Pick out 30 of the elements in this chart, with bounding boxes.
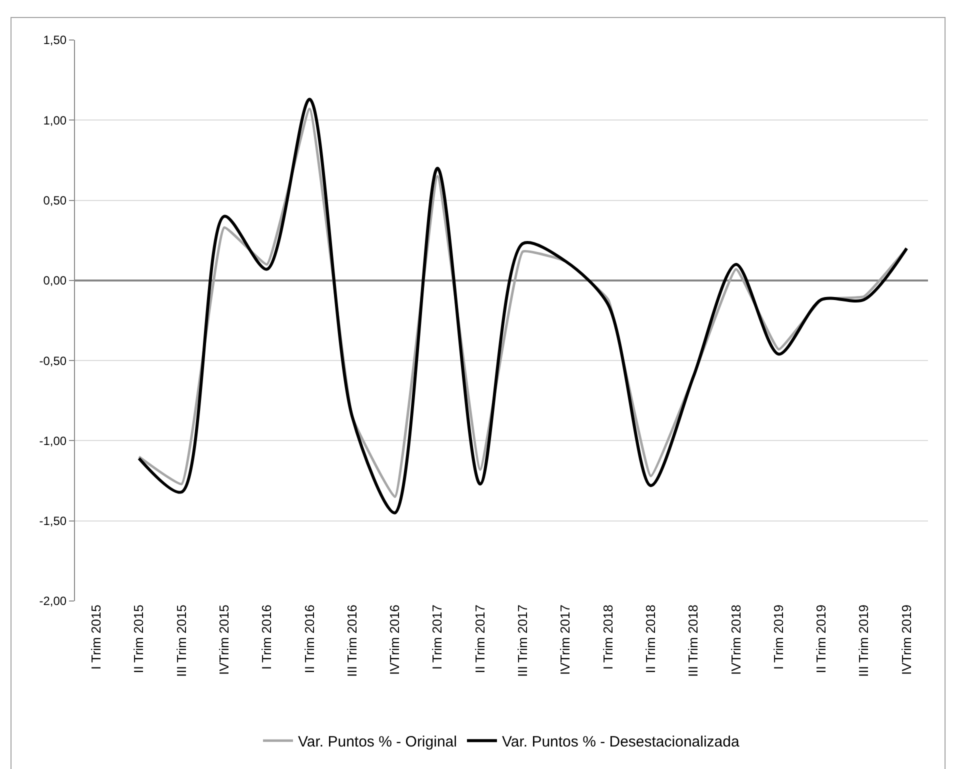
x-tick-label: IVTrim 2019: [898, 604, 914, 675]
y-tick-label: 0,00: [43, 274, 67, 288]
x-tick-label: IVTrim 2015: [216, 604, 232, 675]
x-tick-label: III Trim 2019: [856, 604, 872, 677]
y-tick-label: -1,00: [39, 434, 67, 448]
x-tick-label: II Trim 2017: [472, 604, 488, 674]
y-tick-label: 0,50: [43, 193, 67, 208]
x-tick-label: II Trim 2018: [643, 604, 658, 674]
x-tick-label: II Trim 2019: [814, 604, 829, 674]
y-tick-label: -1,50: [39, 514, 67, 528]
x-tick-label: III Trim 2018: [686, 604, 701, 677]
y-tick-label: -0,50: [39, 354, 67, 368]
x-tick-label: I Trim 2019: [770, 604, 786, 670]
y-tick-label: 1,00: [43, 113, 67, 128]
x-tick-label: II Trim 2015: [131, 604, 146, 674]
y-tick-label: -2,00: [39, 594, 67, 608]
x-tick-label: IVTrim 2017: [558, 604, 573, 675]
x-tick-label: I Trim 2015: [88, 604, 104, 670]
x-tick-label: III Trim 2015: [174, 604, 189, 677]
x-tick-label: III Trim 2017: [515, 604, 530, 677]
x-tick-label: I Trim 2018: [600, 604, 616, 670]
legend-label: Var. Puntos % - Original: [298, 734, 457, 751]
x-tick-label: I Trim 2016: [259, 604, 274, 670]
x-tick-label: I Trim 2017: [430, 604, 445, 670]
y-tick-label: 1,50: [43, 33, 67, 48]
x-tick-label: IVTrim 2018: [728, 604, 744, 675]
x-tick-label: IVTrim 2016: [387, 604, 402, 675]
x-tick-label: II Trim 2016: [302, 604, 317, 674]
x-tick-label: III Trim 2016: [344, 604, 360, 677]
legend-label: Var. Puntos % - Desestacionalizada: [502, 734, 740, 751]
